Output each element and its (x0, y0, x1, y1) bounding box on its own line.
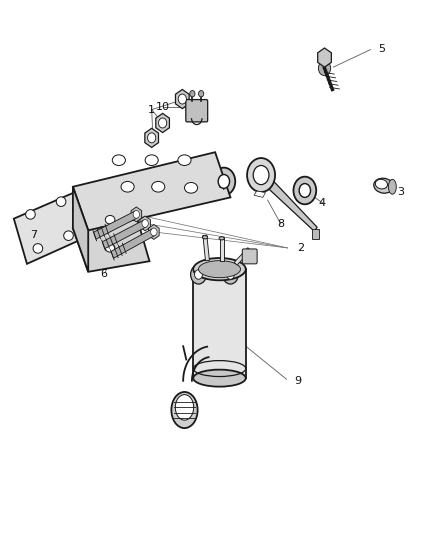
Circle shape (178, 94, 186, 104)
Text: 1: 1 (148, 104, 155, 115)
Circle shape (222, 265, 238, 284)
Ellipse shape (56, 197, 66, 206)
Text: 8: 8 (276, 219, 284, 229)
Ellipse shape (374, 179, 387, 189)
Circle shape (198, 91, 203, 97)
Polygon shape (93, 211, 137, 239)
Ellipse shape (373, 178, 392, 193)
FancyBboxPatch shape (242, 249, 257, 264)
Bar (193, 269, 245, 378)
Circle shape (226, 270, 234, 279)
Polygon shape (258, 171, 316, 231)
Ellipse shape (121, 181, 134, 192)
Circle shape (253, 165, 268, 184)
Text: 10: 10 (155, 102, 169, 112)
Ellipse shape (105, 215, 115, 224)
Polygon shape (73, 152, 230, 230)
Polygon shape (14, 192, 86, 264)
Ellipse shape (202, 236, 207, 239)
Circle shape (212, 167, 235, 195)
Polygon shape (73, 216, 149, 272)
Polygon shape (145, 128, 158, 148)
Circle shape (147, 133, 155, 143)
Ellipse shape (25, 209, 35, 219)
Polygon shape (254, 191, 265, 197)
Ellipse shape (193, 369, 245, 386)
Polygon shape (139, 216, 150, 231)
Text: 3: 3 (397, 187, 404, 197)
Ellipse shape (64, 231, 73, 240)
Circle shape (150, 228, 157, 236)
Polygon shape (155, 114, 169, 133)
Text: 4: 4 (318, 198, 325, 208)
Text: 9: 9 (294, 376, 301, 386)
Polygon shape (175, 90, 189, 109)
Polygon shape (73, 187, 88, 272)
Ellipse shape (193, 258, 245, 280)
Text: 7: 7 (30, 230, 37, 240)
Ellipse shape (175, 394, 193, 420)
Circle shape (133, 211, 139, 219)
Ellipse shape (198, 261, 240, 278)
Circle shape (194, 270, 202, 279)
FancyBboxPatch shape (185, 100, 207, 122)
Ellipse shape (112, 155, 125, 165)
Ellipse shape (184, 182, 197, 193)
Circle shape (247, 158, 275, 192)
Ellipse shape (33, 244, 42, 253)
Ellipse shape (105, 244, 115, 252)
Polygon shape (131, 207, 141, 222)
Circle shape (218, 174, 229, 188)
Ellipse shape (388, 179, 396, 194)
Text: 4: 4 (218, 182, 225, 192)
Polygon shape (148, 224, 159, 239)
Circle shape (298, 183, 310, 197)
Ellipse shape (171, 392, 197, 428)
Circle shape (293, 176, 315, 204)
Polygon shape (102, 220, 146, 249)
Text: 6: 6 (100, 270, 107, 279)
Circle shape (318, 61, 330, 76)
Ellipse shape (145, 155, 158, 165)
Circle shape (158, 118, 166, 128)
Circle shape (190, 265, 206, 284)
Bar (311, 229, 318, 239)
Ellipse shape (219, 237, 224, 240)
Polygon shape (111, 229, 155, 258)
Text: 5: 5 (377, 44, 384, 53)
Polygon shape (317, 48, 331, 67)
Ellipse shape (177, 155, 191, 165)
Circle shape (141, 220, 148, 227)
Text: 2: 2 (296, 243, 304, 253)
Circle shape (189, 91, 194, 97)
Ellipse shape (151, 181, 164, 192)
